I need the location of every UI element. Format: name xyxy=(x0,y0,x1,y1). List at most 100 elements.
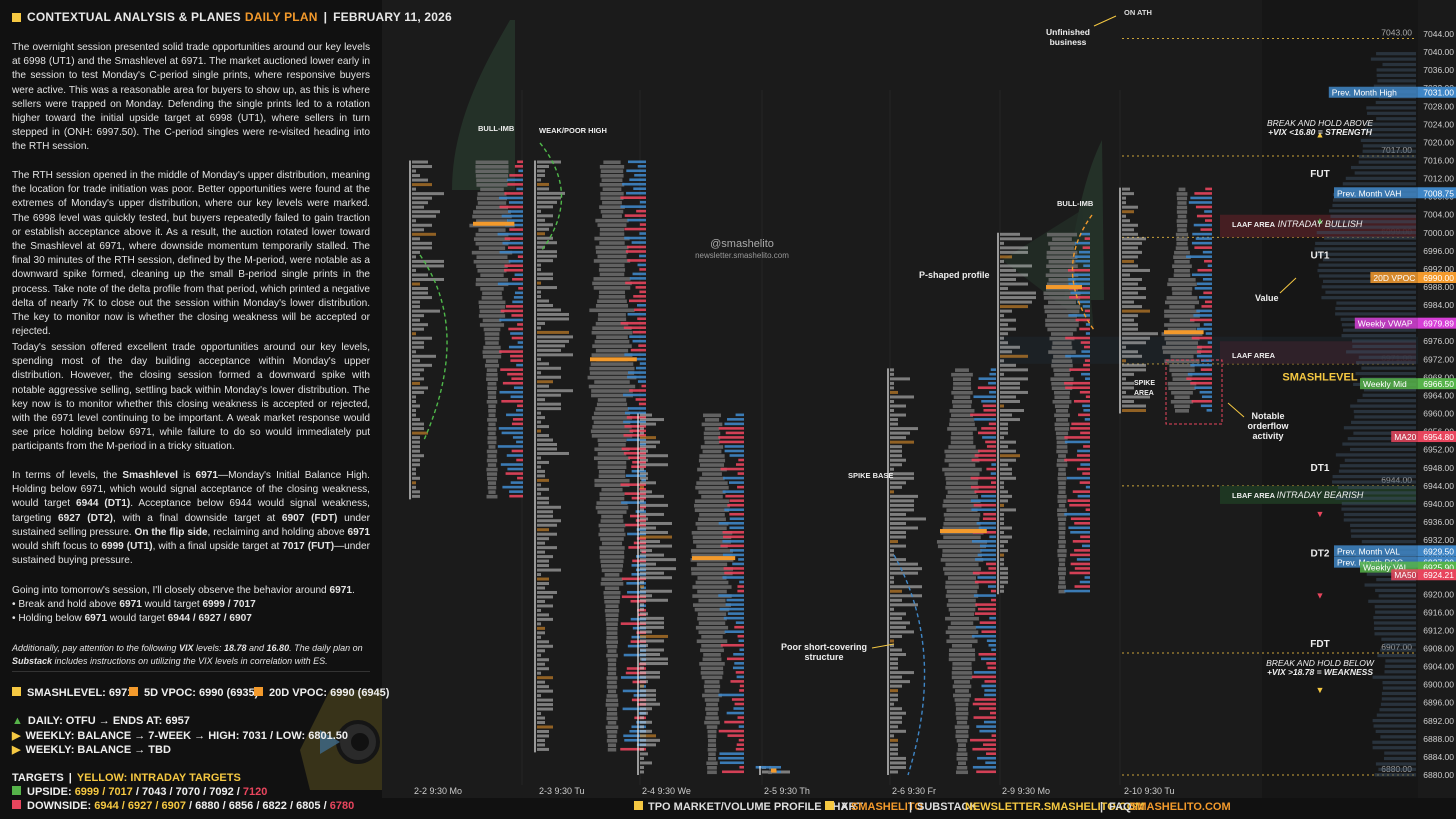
paragraph-levels: In terms of levels, the Smashlevel is 69… xyxy=(12,469,370,568)
tpo-row xyxy=(1000,458,1016,462)
volume-bar xyxy=(945,630,979,635)
composite-volume-bar xyxy=(1384,670,1416,674)
volume-bar xyxy=(1054,395,1070,400)
delta-bar xyxy=(1064,458,1090,462)
volume-bar xyxy=(706,702,718,707)
composite-volume-bar xyxy=(1374,632,1416,636)
composite-volume-bar xyxy=(1318,263,1416,267)
axis-tag-bg xyxy=(1391,569,1418,581)
delta-bar xyxy=(988,381,996,385)
delta-bar xyxy=(738,639,744,643)
footer-substack-url[interactable]: NEWSLETTER.SMASHELITO.COM xyxy=(965,801,1145,813)
volume-bar xyxy=(946,508,978,513)
delta-bar xyxy=(735,747,744,751)
annotation-business: business xyxy=(1050,37,1087,47)
delta-bar xyxy=(972,765,996,769)
volume-bar xyxy=(591,353,633,357)
tpo-row xyxy=(640,666,644,670)
delta-bar xyxy=(980,549,996,552)
delta-bar xyxy=(719,440,744,444)
axis-tag-bg xyxy=(1328,86,1418,98)
tpo-row xyxy=(412,309,440,313)
axis-tag-bg xyxy=(1354,317,1418,329)
volume-bar xyxy=(595,218,629,223)
volume-bar xyxy=(942,503,982,508)
volume-bar xyxy=(692,535,732,540)
volume-bar xyxy=(947,576,977,580)
green-arc xyxy=(539,142,563,251)
volume-bar xyxy=(945,476,979,481)
composite-volume-bar xyxy=(1385,659,1416,663)
volume-bar xyxy=(942,549,982,553)
tpo-row xyxy=(537,218,545,222)
delta-bar xyxy=(724,571,744,575)
delta-bar xyxy=(499,205,523,209)
delta-bar xyxy=(1191,241,1212,245)
tpo-row xyxy=(537,411,541,415)
composite-volume-bar xyxy=(1321,296,1416,300)
volume-bar xyxy=(593,420,631,425)
tpo-row xyxy=(412,350,416,354)
delta-bar xyxy=(724,449,744,453)
volume-bar xyxy=(587,375,637,380)
triangle-up-icon: ▲ xyxy=(12,715,23,727)
delta-bar xyxy=(623,734,646,738)
volume-bar xyxy=(595,505,629,510)
tpo-row xyxy=(537,362,549,366)
volume-bar xyxy=(707,734,717,738)
volume-bar xyxy=(697,576,727,580)
delta-bar xyxy=(504,268,523,272)
volume-bar xyxy=(595,250,629,254)
volume-bar xyxy=(1058,567,1066,571)
tpo-row xyxy=(890,571,918,575)
tpo-row xyxy=(1122,223,1138,227)
delta-bar xyxy=(1068,282,1090,286)
tpo-row xyxy=(412,481,416,485)
composite-volume-bar xyxy=(1343,512,1416,517)
delta-bar xyxy=(1077,494,1090,498)
tpo-row xyxy=(890,476,914,480)
closing-bullet-above: • Break and hold above 6971 would target… xyxy=(12,599,256,611)
delta-bar xyxy=(1191,399,1212,403)
footer-faq-url[interactable]: SMASHELITO.COM xyxy=(1130,801,1231,813)
composite-volume-bar xyxy=(1351,339,1416,343)
tpo-row xyxy=(537,245,545,249)
volume-bar xyxy=(600,537,624,541)
volume-bar xyxy=(1174,404,1190,409)
delta-bar xyxy=(629,178,646,182)
tpo-row xyxy=(537,747,549,751)
yellow-square-icon xyxy=(12,687,21,696)
composite-volume-bar xyxy=(1332,198,1416,202)
footer-x-handle[interactable]: SMASHELITO xyxy=(851,801,923,813)
delta-bar xyxy=(626,667,646,670)
tpo-row xyxy=(890,765,906,769)
volume-bar xyxy=(1057,549,1067,553)
tpo-row xyxy=(1000,445,1008,449)
delta-bar xyxy=(723,535,744,539)
footer-separator: | xyxy=(909,801,913,813)
tpo-row xyxy=(412,399,416,403)
volume-bar xyxy=(948,445,976,449)
volume-bar xyxy=(478,300,506,305)
delta-bar xyxy=(623,393,646,397)
y-tick-label: 6908.00 xyxy=(1423,643,1454,653)
delta-bar xyxy=(504,264,523,268)
y-tick-label: 6984.00 xyxy=(1423,300,1454,310)
volume-bar xyxy=(952,404,972,409)
composite-volume-bar xyxy=(1322,279,1416,283)
volume-bar xyxy=(954,680,970,684)
composite-volume-bar xyxy=(1367,111,1416,115)
delta-bar xyxy=(504,192,523,195)
tpo-row xyxy=(890,621,910,625)
volume-bar xyxy=(953,395,971,400)
delta-bar xyxy=(632,626,646,630)
delta-bar xyxy=(987,585,996,588)
tpo-row xyxy=(1000,449,1016,453)
delta-bar xyxy=(507,219,523,222)
volume-bar xyxy=(953,381,971,386)
volume-bar xyxy=(597,299,627,304)
delta-bar xyxy=(739,684,744,688)
volume-bar xyxy=(601,568,623,573)
tpo-row xyxy=(1000,300,1032,304)
tpo-row xyxy=(890,671,914,675)
